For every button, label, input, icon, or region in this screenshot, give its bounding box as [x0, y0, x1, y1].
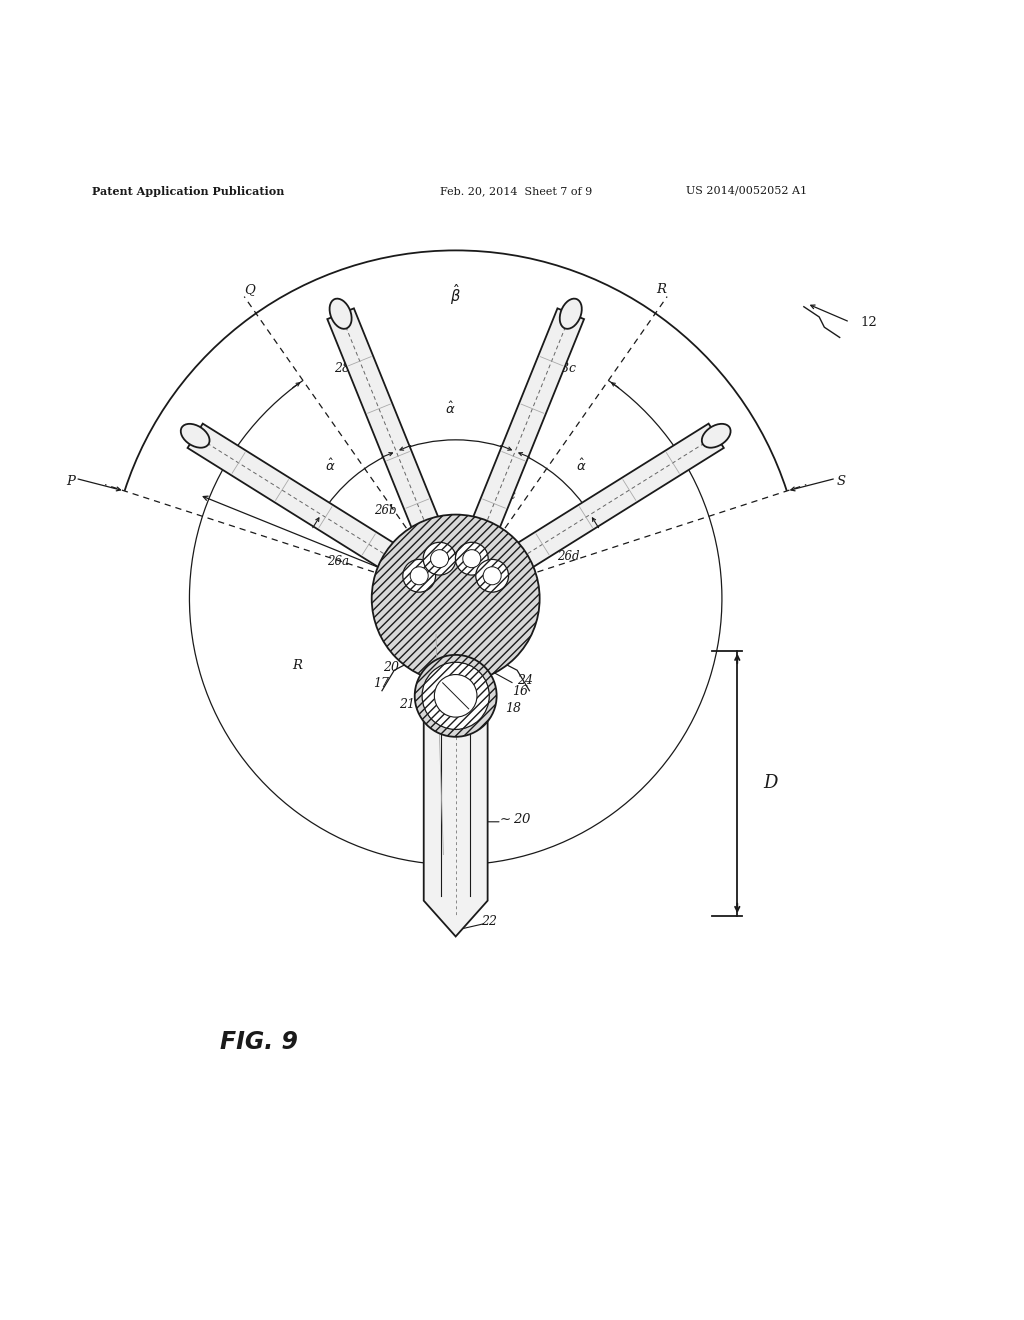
Text: 28d: 28d: [668, 461, 692, 473]
Text: P: P: [66, 475, 75, 488]
Circle shape: [411, 566, 428, 585]
Circle shape: [423, 543, 456, 576]
Polygon shape: [442, 309, 584, 605]
Text: 26c: 26c: [495, 488, 516, 502]
Text: 28b: 28b: [334, 362, 357, 375]
Circle shape: [456, 543, 488, 576]
Circle shape: [372, 515, 540, 682]
Text: 21: 21: [398, 697, 415, 710]
Text: FIG. 9: FIG. 9: [220, 1030, 298, 1055]
Text: 24: 24: [517, 675, 534, 686]
Ellipse shape: [560, 298, 582, 329]
Text: 26b: 26b: [374, 504, 396, 517]
Polygon shape: [449, 424, 724, 611]
Text: 22: 22: [481, 915, 498, 928]
Ellipse shape: [701, 424, 730, 447]
Polygon shape: [424, 655, 487, 936]
Text: 28a: 28a: [220, 455, 244, 467]
Text: $\mathsf{\sim}$20: $\mathsf{\sim}$20: [497, 812, 531, 826]
Circle shape: [402, 560, 435, 593]
Text: 17: 17: [373, 677, 389, 690]
Text: R: R: [656, 282, 667, 296]
Polygon shape: [328, 309, 469, 605]
Text: 16: 16: [512, 685, 528, 698]
Text: 28c: 28c: [554, 362, 577, 375]
Circle shape: [483, 566, 501, 585]
Text: $\hat{\alpha}$: $\hat{\alpha}$: [325, 458, 336, 474]
Circle shape: [476, 560, 509, 593]
Text: 26a: 26a: [328, 556, 349, 568]
Text: 20: 20: [383, 661, 399, 673]
Text: R: R: [292, 659, 302, 672]
Circle shape: [430, 549, 449, 568]
Text: Feb. 20, 2014  Sheet 7 of 9: Feb. 20, 2014 Sheet 7 of 9: [440, 186, 593, 195]
Text: S: S: [837, 475, 846, 488]
Circle shape: [463, 549, 481, 568]
Circle shape: [422, 663, 489, 730]
Ellipse shape: [330, 298, 351, 329]
Text: Patent Application Publication: Patent Application Publication: [92, 186, 285, 197]
Ellipse shape: [181, 424, 210, 447]
Text: US 2014/0052052 A1: US 2014/0052052 A1: [686, 186, 807, 195]
Text: 18: 18: [505, 702, 521, 714]
Text: Q: Q: [245, 282, 256, 296]
Polygon shape: [187, 424, 463, 611]
Text: $\hat{\beta}$: $\hat{\beta}$: [451, 282, 461, 306]
Text: $\hat{\alpha}$: $\hat{\alpha}$: [575, 458, 587, 474]
Text: $\hat{\alpha}$: $\hat{\alpha}$: [445, 401, 456, 417]
Text: D: D: [763, 775, 777, 792]
Text: 12: 12: [860, 315, 877, 329]
Text: 26d: 26d: [557, 550, 580, 562]
Circle shape: [434, 675, 477, 717]
Circle shape: [415, 655, 497, 737]
